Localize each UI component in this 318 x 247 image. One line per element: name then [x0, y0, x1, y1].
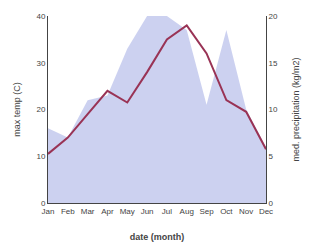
svg-text:Mar: Mar	[81, 207, 95, 216]
svg-text:Jun: Jun	[141, 207, 154, 216]
svg-text:med. precipitation (kg/m2): med. precipitation (kg/m2)	[291, 57, 301, 161]
svg-text:Oct: Oct	[220, 207, 233, 216]
svg-text:Sep: Sep	[199, 207, 214, 216]
svg-text:Jan: Jan	[42, 207, 55, 216]
svg-text:Dec: Dec	[259, 207, 273, 216]
svg-text:Aug: Aug	[180, 207, 194, 216]
svg-text:30: 30	[36, 59, 45, 68]
svg-text:max temp (C): max temp (C)	[12, 82, 22, 137]
svg-text:0: 0	[269, 199, 274, 208]
svg-text:20: 20	[36, 105, 45, 114]
svg-text:15: 15	[269, 59, 278, 68]
svg-text:date (month): date (month)	[130, 232, 185, 242]
svg-text:5: 5	[269, 152, 274, 161]
svg-text:20: 20	[269, 12, 278, 21]
svg-text:Nov: Nov	[239, 207, 253, 216]
svg-text:Jul: Jul	[162, 207, 172, 216]
svg-text:40: 40	[36, 12, 45, 21]
svg-text:Apr: Apr	[101, 207, 114, 216]
svg-text:May: May	[120, 207, 135, 216]
svg-text:10: 10	[269, 105, 278, 114]
svg-text:Feb: Feb	[61, 207, 75, 216]
svg-text:10: 10	[36, 152, 45, 161]
svg-text:0: 0	[41, 199, 46, 208]
